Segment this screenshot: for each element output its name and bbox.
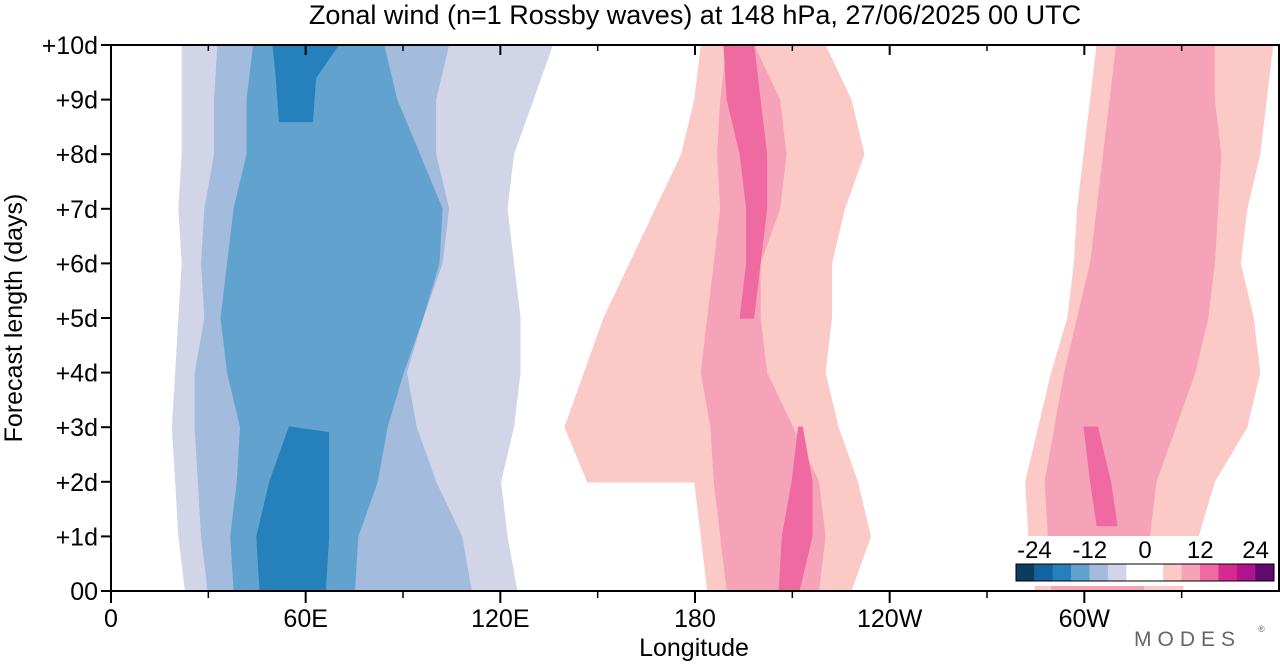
colorbar-swatch bbox=[1144, 563, 1164, 582]
y-tick-label: +9d bbox=[56, 87, 98, 115]
colorbar-swatch bbox=[1218, 563, 1238, 582]
colorbar-swatch bbox=[1052, 563, 1072, 582]
colorbar-label: 12 bbox=[1187, 537, 1214, 564]
colorbar-swatch bbox=[1181, 563, 1201, 582]
colorbar-swatch bbox=[1200, 563, 1219, 582]
brand-mark: MODES ® bbox=[1134, 624, 1265, 651]
y-tick-label: +10d bbox=[42, 32, 98, 60]
x-tick-label: 60W bbox=[1059, 605, 1111, 633]
colorbar-swatch bbox=[1015, 563, 1035, 582]
y-tick-label: +2d bbox=[56, 469, 98, 497]
colorbar-swatch bbox=[1107, 563, 1127, 582]
x-tick-label: 60E bbox=[283, 605, 327, 633]
y-tick-label: +5d bbox=[56, 305, 98, 333]
colorbar-swatch bbox=[1034, 563, 1054, 582]
colorbar-frame bbox=[1015, 563, 1275, 582]
y-tick-label: +4d bbox=[56, 360, 98, 388]
x-tick-label: 0 bbox=[104, 605, 118, 633]
axis-ticks: 0 60E 120E 180 120W 60W 00 +1d +2d +3d +4d +5d +6d +7… bbox=[42, 32, 1183, 633]
colorbar-label: 0 bbox=[1138, 537, 1151, 564]
colorbar-swatch bbox=[1163, 563, 1183, 582]
brand-name: MODES bbox=[1134, 628, 1241, 651]
plot-area: 0 60E 120E 180 120W 60W 00 +1d +2d +3d +4d +5d +6d +7… bbox=[42, 32, 1280, 633]
y-axis-label: Forecast length (days) bbox=[0, 194, 28, 443]
y-tick-label: +8d bbox=[56, 141, 98, 169]
x-axis-label: Longitude bbox=[639, 634, 749, 662]
y-tick-label: +1d bbox=[56, 523, 98, 551]
y-tick-label: +7d bbox=[56, 196, 98, 224]
x-tick-label: 180 bbox=[674, 605, 716, 633]
colorbar-swatch bbox=[1236, 563, 1256, 582]
colorbar: -24 -12 0 12 24 bbox=[1010, 536, 1278, 586]
contour-bands bbox=[171, 44, 1274, 592]
colorbar-label: -24 bbox=[1017, 537, 1052, 564]
colorbar-swatch bbox=[1255, 563, 1275, 582]
colorbar-swatch bbox=[1126, 563, 1146, 582]
chart-title: Zonal wind (n=1 Rossby waves) at 148 hPa… bbox=[309, 0, 1081, 30]
contour-band-east-c bbox=[778, 426, 813, 592]
colorbar-label: 24 bbox=[1242, 537, 1269, 564]
colorbar-swatch bbox=[1071, 563, 1090, 582]
contour-band-far-c bbox=[1083, 426, 1118, 527]
colorbar-swatch bbox=[1089, 563, 1109, 582]
brand-registered: ® bbox=[1258, 624, 1265, 634]
y-tick-label: +3d bbox=[56, 414, 98, 442]
contour-band-west-d bbox=[256, 426, 330, 592]
colorbar-label: -12 bbox=[1072, 537, 1107, 564]
x-tick-label: 120W bbox=[857, 605, 923, 633]
y-tick-label: 00 bbox=[70, 578, 98, 606]
x-tick-label: 120E bbox=[471, 605, 529, 633]
y-tick-label: +6d bbox=[56, 250, 98, 278]
